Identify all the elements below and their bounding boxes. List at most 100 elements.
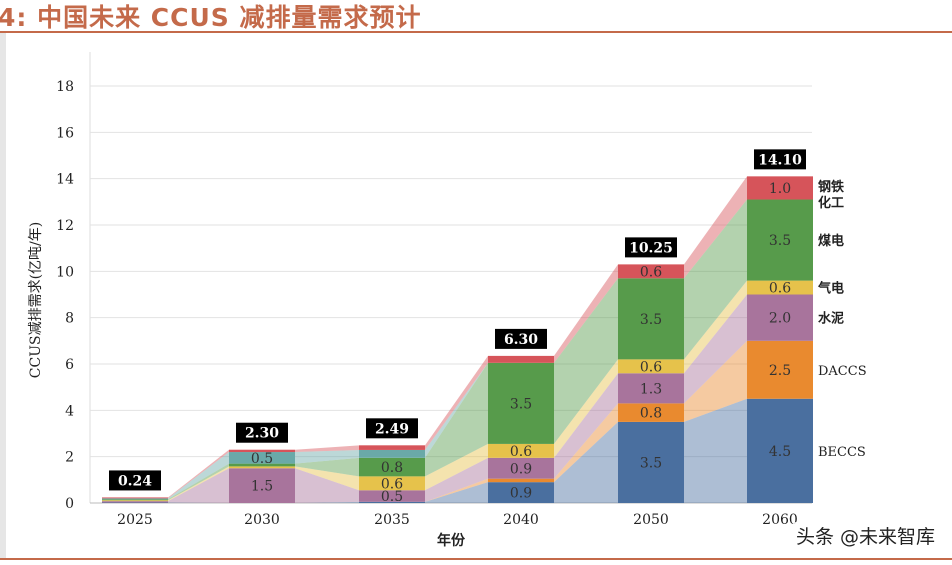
bar-segment (488, 362, 554, 444)
bar-segment (747, 340, 813, 399)
x-axis-title: 年份 (437, 532, 466, 549)
legend-label: BECCS (818, 445, 866, 460)
bar-segment (488, 443, 554, 458)
bar-segment (102, 497, 168, 499)
bar-segment (618, 264, 684, 279)
x-tick-label: 2050 (633, 512, 669, 528)
title-divider (0, 31, 952, 33)
y-tick-label: 2 (65, 450, 74, 466)
x-tick-label: 2040 (503, 512, 539, 528)
bottom-divider (0, 558, 952, 560)
y-tick-label: 16 (56, 125, 74, 141)
connector-band (554, 264, 618, 363)
bar-segment (488, 355, 554, 363)
connector-band (168, 463, 229, 501)
connector-band (684, 199, 747, 360)
bar-segment (618, 373, 684, 404)
segment-label: 0.6 (640, 264, 662, 280)
bar-segment (747, 280, 813, 295)
bar-segment (488, 478, 554, 483)
watermark: 头条 @未来智库 (792, 522, 938, 549)
segment-label: 1.3 (640, 381, 662, 397)
legend-label: 气电 (818, 281, 844, 297)
connector-band (425, 355, 488, 450)
connector-band (554, 373, 618, 479)
connector-band (554, 359, 618, 458)
bar-segment (102, 501, 168, 503)
y-axis-title: CCUS减排需求(亿吨/年) (28, 222, 44, 378)
segment-label: 0.5 (381, 489, 403, 505)
connector-band (295, 445, 359, 453)
bar-segment (747, 199, 813, 281)
total-label: 6.30 (504, 332, 538, 348)
connector-band (554, 403, 618, 483)
y-tick-label: 18 (56, 79, 74, 95)
segment-label: 0.8 (381, 460, 403, 476)
total-label: 0.24 (118, 473, 152, 489)
bar-segment (359, 449, 425, 458)
connector-band (684, 176, 747, 279)
bar-segment (229, 466, 295, 469)
segment-label: 0.5 (251, 451, 273, 467)
connector-band (295, 449, 359, 464)
connector-band (684, 280, 747, 374)
segment-label: 3.5 (640, 312, 662, 328)
segment-label: 3.5 (640, 455, 662, 471)
total-label-box (495, 328, 547, 349)
y-tick-label: 12 (56, 218, 74, 234)
total-label-box (109, 470, 161, 491)
connector-band (684, 294, 747, 404)
x-tick-label: 2035 (374, 512, 410, 528)
bar-segment (229, 449, 295, 453)
connector-band (168, 449, 229, 499)
segment-label: 2.5 (769, 363, 791, 379)
bar-segment (229, 452, 295, 464)
bar-segment (359, 490, 425, 502)
connector-band (425, 457, 488, 502)
segment-label: 3.5 (769, 233, 791, 249)
segment-label: 0.6 (381, 476, 403, 492)
segment-label: 1.5 (251, 479, 273, 495)
connector-band (168, 466, 229, 502)
total-label: 10.25 (629, 240, 673, 256)
connector-band (295, 468, 359, 503)
segment-label: 4.5 (769, 444, 791, 460)
y-tick-label: 6 (65, 357, 74, 373)
connector-band (168, 452, 229, 500)
connector-band (425, 362, 488, 477)
connector-band (425, 482, 488, 503)
total-label: 2.30 (245, 426, 279, 442)
total-label-box (754, 149, 806, 170)
bar-segment (747, 398, 813, 503)
segment-label: 0.6 (510, 444, 532, 460)
bar-segment (359, 476, 425, 491)
x-tick-label: 2060 (762, 512, 798, 528)
x-tick-label: 2025 (117, 512, 153, 528)
legend-label: 钢铁 (818, 179, 844, 195)
segment-label: 1.0 (769, 181, 791, 197)
total-label: 2.49 (375, 421, 409, 437)
bar-segment (102, 500, 168, 502)
bar-segment (618, 278, 684, 360)
bar-segment (102, 499, 168, 501)
bar-segment (229, 468, 295, 503)
segment-label: 0.9 (510, 486, 532, 502)
legend-label: 化工 (818, 195, 844, 211)
connector-band (425, 478, 488, 502)
connector-band (295, 466, 359, 491)
connector-band (295, 457, 359, 477)
y-tick-label: 10 (56, 264, 74, 280)
legend-label: 煤电 (818, 233, 844, 249)
bar-segment (359, 501, 425, 503)
connector-band (168, 468, 229, 503)
bar-segment (229, 463, 295, 467)
legend-label: 水泥 (818, 311, 844, 327)
connector-band (425, 443, 488, 491)
bar-segment (359, 445, 425, 450)
connector-band (684, 398, 747, 503)
bar-segment (747, 294, 813, 341)
bar-segment (488, 457, 554, 479)
y-tick-label: 0 (65, 496, 74, 512)
x-tick-label: 2030 (244, 512, 280, 528)
segment-label: 2.0 (769, 311, 791, 327)
